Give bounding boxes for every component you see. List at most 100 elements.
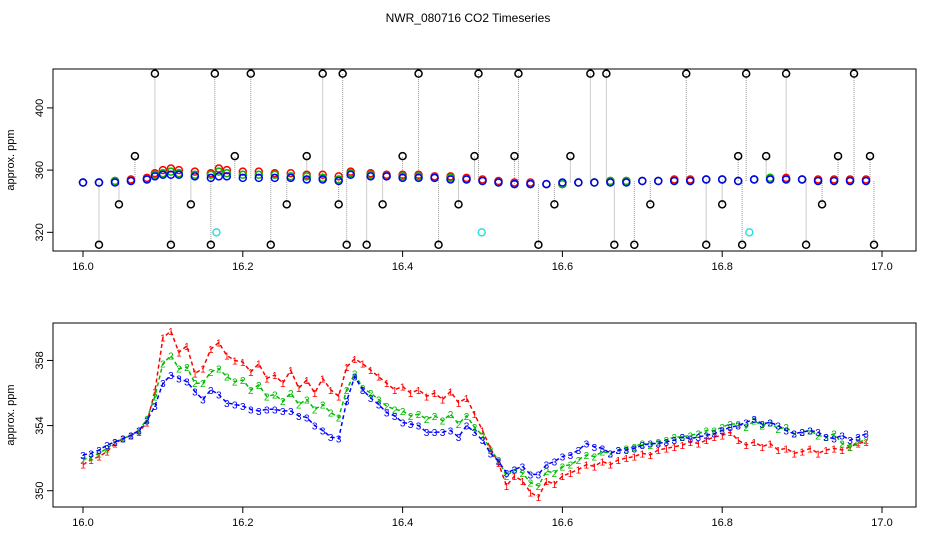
outliers-point <box>610 240 619 250</box>
series-2-point: 2 <box>791 430 797 441</box>
series-1-point: 1 <box>160 334 166 345</box>
series-1-point: 1 <box>823 446 829 457</box>
series-2-point: 2 <box>711 426 717 437</box>
series-2-point: 2 <box>328 409 334 420</box>
series-2-point: 2 <box>512 466 518 477</box>
series-1-point: 1 <box>544 477 550 488</box>
series-3-point: 3 <box>224 399 230 410</box>
series-3-point: 3 <box>544 461 550 472</box>
series-3-point: 3 <box>432 428 438 439</box>
series-1-point: 1 <box>624 454 630 465</box>
series-1-point: 1 <box>192 369 198 380</box>
level-3-point <box>174 170 184 180</box>
series-1-point: 1 <box>807 444 813 455</box>
series-3-point: 3 <box>440 428 446 439</box>
series-3-point: 3 <box>448 426 454 437</box>
series-2-point: 2 <box>376 396 382 407</box>
level-1-point <box>286 168 295 178</box>
series-1-point: 1 <box>703 436 709 447</box>
series-3-point: 3 <box>280 407 286 418</box>
level-3-point <box>302 175 311 184</box>
series-2-point: 2 <box>152 392 158 403</box>
series-2-point: 2 <box>775 425 781 436</box>
series-3-point: 3 <box>791 430 797 441</box>
level-1-point <box>254 167 264 176</box>
series-1-point: 1 <box>168 327 174 338</box>
series-3-point: 3 <box>592 443 598 454</box>
outliers-point <box>342 240 351 250</box>
outliers-point <box>733 151 743 161</box>
series-2-point: 2 <box>336 413 342 424</box>
series-1-point: 1 <box>392 386 398 397</box>
series-1-point: 1 <box>520 477 526 488</box>
series-1-point: 1 <box>472 410 478 421</box>
series-2-point: 2 <box>640 439 646 450</box>
series-3-point: 3 <box>496 457 502 468</box>
series-1-point: 1 <box>751 438 757 449</box>
series-2-point: 2 <box>488 446 494 457</box>
series-3-point: 3 <box>232 400 238 411</box>
outliers-point <box>566 151 575 161</box>
series-1-point: 1 <box>232 356 238 367</box>
series-2-point: 2 <box>304 396 310 407</box>
series-1-point: 1 <box>200 365 206 376</box>
top-x-tick-label: 16.4 <box>392 261 413 273</box>
level-2-point <box>166 167 176 176</box>
series-3-point: 3 <box>400 418 406 429</box>
level-2-point <box>238 170 248 180</box>
series-3-point: 3 <box>640 441 646 452</box>
series-3-point: 3 <box>608 449 614 460</box>
series-2-point: 2 <box>695 430 701 441</box>
level-3-point <box>606 178 615 187</box>
series-1-point: 1 <box>288 366 294 377</box>
level-3-point <box>126 176 136 186</box>
series-1-point: 1 <box>376 373 382 384</box>
series-3-point: 3 <box>80 451 86 462</box>
outliers-point <box>150 69 160 78</box>
series-2-point: 2 <box>807 426 813 437</box>
series-2-point: 2 <box>280 397 286 408</box>
series-3-point: 3 <box>112 438 118 449</box>
series-3-point: 3 <box>152 402 158 413</box>
series-1-point: 1 <box>424 392 430 403</box>
outliers-point <box>514 69 523 78</box>
outliers-point <box>761 151 771 161</box>
level-3-point <box>150 172 160 181</box>
bottom-x-tick-label: 16.6 <box>552 517 573 529</box>
series-3-line <box>82 374 867 476</box>
series-3-point: 3 <box>96 446 102 457</box>
level-3-point <box>78 178 88 187</box>
series-2-point: 2 <box>232 378 238 389</box>
level-3-point <box>414 173 423 183</box>
series-1-point: 1 <box>256 360 262 371</box>
series-2-point: 2 <box>504 472 510 483</box>
series-3-point: 3 <box>184 378 190 389</box>
series-2-point: 2 <box>528 479 534 490</box>
series-3-point: 3 <box>632 444 638 455</box>
series-3-point: 3 <box>863 430 869 441</box>
series-2-point: 2 <box>296 400 302 411</box>
series-3-point: 3 <box>743 418 749 429</box>
outliers-point <box>474 69 483 78</box>
series-1-point: 1 <box>536 493 542 504</box>
level-3-point <box>270 173 280 183</box>
series-1-point: 1 <box>671 443 677 454</box>
level-3-point <box>765 175 775 184</box>
outliers-point <box>781 69 791 78</box>
series-1-line <box>82 329 867 499</box>
level-3-point <box>654 176 663 186</box>
series-3-point: 3 <box>456 433 462 444</box>
level-1-point <box>334 172 343 181</box>
series-2-point: 2 <box>751 417 757 428</box>
series-2-point: 2 <box>176 365 182 376</box>
level-1-point <box>318 170 327 180</box>
series-2-point: 2 <box>464 412 470 423</box>
outliers-point <box>701 240 711 250</box>
series-2-point: 2 <box>855 438 861 449</box>
series-1-point: 1 <box>304 376 310 387</box>
series-3-point: 3 <box>424 428 430 439</box>
series-2-point: 2 <box>743 423 749 434</box>
level-3-point <box>733 176 743 186</box>
